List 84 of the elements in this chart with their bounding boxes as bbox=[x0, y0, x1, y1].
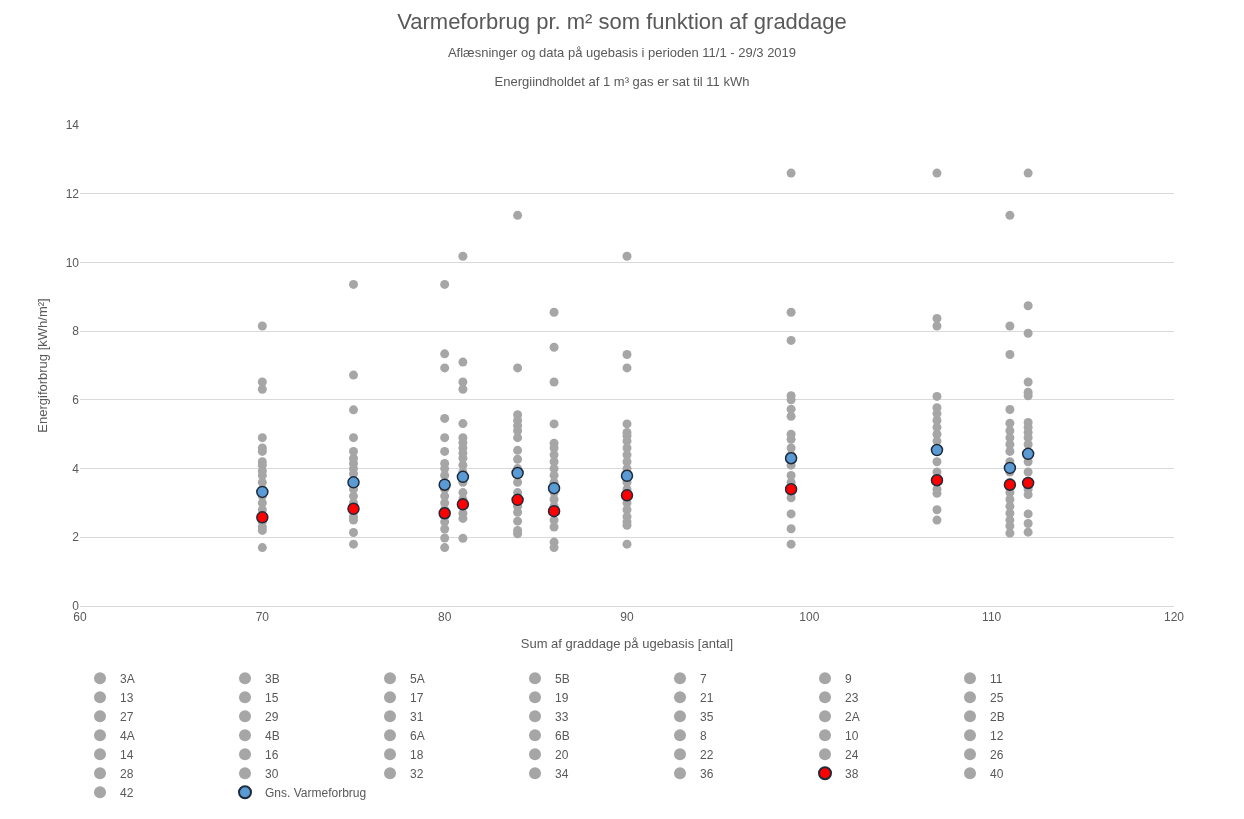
legend-label: Gns. Varmeforbrug bbox=[265, 785, 367, 800]
legend-label: 2B bbox=[990, 709, 1005, 724]
legend-label: 28 bbox=[120, 766, 134, 781]
chart-subtitle: Aflæsninger og data på ugebasis i perioden 11/1 - 29/3 2019 Energiindholdet af 1 m³ gas er sat til 11 kWh bbox=[447, 45, 797, 89]
legend-label: 23 bbox=[845, 690, 859, 705]
legend-label: 33 bbox=[555, 709, 569, 724]
x-tick-label: 120 bbox=[1163, 610, 1185, 625]
point bbox=[547, 481, 561, 495]
y-tick-label: 8 bbox=[72, 324, 80, 339]
legend-label: 32 bbox=[410, 766, 424, 781]
y-tick-label: 6 bbox=[72, 393, 80, 408]
legend-label: 38 bbox=[845, 766, 859, 781]
legend-label: 15 bbox=[265, 690, 279, 705]
x-axis-title: Sum af graddage på ugebasis [antal] bbox=[520, 636, 734, 651]
legend-label: 12 bbox=[990, 728, 1004, 743]
point bbox=[347, 502, 360, 516]
point bbox=[438, 478, 451, 491]
point bbox=[511, 493, 524, 507]
legend-label: 3A bbox=[120, 671, 135, 686]
point bbox=[784, 452, 798, 465]
legend-label: 6A bbox=[410, 728, 425, 743]
point bbox=[438, 506, 451, 520]
x-tick-label: 60 bbox=[73, 610, 87, 625]
legend-label: 9 bbox=[845, 671, 852, 686]
legend-label: 21 bbox=[700, 690, 714, 705]
legend-label: 17 bbox=[410, 690, 424, 705]
point bbox=[1021, 476, 1035, 490]
y-tick-label: 10 bbox=[65, 255, 80, 270]
legend-label: 26 bbox=[990, 747, 1004, 762]
legend-label: 5A bbox=[410, 671, 425, 686]
point bbox=[1003, 478, 1017, 491]
legend-label: 2A bbox=[845, 709, 860, 724]
point bbox=[456, 498, 470, 511]
x-tick-label: 90 bbox=[620, 610, 634, 625]
legend-label: 29 bbox=[265, 709, 279, 724]
x-tick-label: 80 bbox=[437, 610, 452, 625]
legend-label: 4A bbox=[120, 728, 135, 743]
legend-label: 24 bbox=[845, 747, 859, 762]
y-tick-label: 14 bbox=[65, 118, 80, 133]
x-tick-label: 70 bbox=[255, 610, 270, 625]
y-tick-label: 12 bbox=[65, 186, 80, 201]
legend-label: 20 bbox=[555, 747, 569, 762]
legend-label: 4B bbox=[265, 728, 280, 743]
y-axis-title: Energiforbrug [kWh/m²] bbox=[34, 298, 50, 433]
point bbox=[620, 469, 634, 483]
y-tick-label: 4 bbox=[72, 461, 80, 476]
point bbox=[620, 489, 634, 502]
x-tick-label: 100 bbox=[799, 610, 820, 625]
legend-label: 10 bbox=[845, 728, 859, 743]
legend-label: 3B bbox=[265, 671, 280, 686]
legend-label: 25 bbox=[990, 690, 1004, 705]
legend-label: 18 bbox=[410, 747, 424, 762]
legend-label: 22 bbox=[700, 747, 714, 762]
chart-title: Varmeforbrug pr. m² som funktion af graddage bbox=[397, 8, 847, 34]
legend-label: 11 bbox=[990, 671, 1003, 686]
point bbox=[1021, 447, 1035, 461]
legend-label: 6B bbox=[555, 728, 570, 743]
point bbox=[511, 466, 524, 480]
legend-label: 5B bbox=[555, 671, 570, 686]
point bbox=[930, 443, 944, 457]
legend-label: 31 bbox=[410, 709, 424, 724]
point bbox=[256, 511, 269, 524]
legend-label: 42 bbox=[120, 785, 134, 800]
legend-label: 34 bbox=[555, 766, 569, 781]
legend-label: 14 bbox=[120, 747, 134, 762]
point bbox=[256, 485, 269, 499]
legend-label: 30 bbox=[265, 766, 279, 781]
legend-label: 7 bbox=[700, 671, 707, 686]
legend-label: 27 bbox=[120, 709, 134, 724]
point bbox=[456, 470, 470, 484]
legend-label: 36 bbox=[700, 766, 714, 781]
point bbox=[547, 504, 561, 518]
legend-label: 16 bbox=[265, 747, 279, 762]
legend-label: 8 bbox=[700, 728, 707, 743]
point bbox=[784, 482, 798, 496]
point bbox=[930, 474, 944, 487]
legend-label: 40 bbox=[990, 766, 1004, 781]
y-tick-label: 2 bbox=[72, 530, 80, 545]
x-tick-label: 110 bbox=[982, 610, 1002, 625]
point bbox=[347, 476, 360, 489]
legend-label: 19 bbox=[555, 690, 569, 705]
legend-label: 13 bbox=[120, 690, 134, 705]
point bbox=[1003, 461, 1017, 475]
legend-label: 35 bbox=[700, 709, 714, 724]
